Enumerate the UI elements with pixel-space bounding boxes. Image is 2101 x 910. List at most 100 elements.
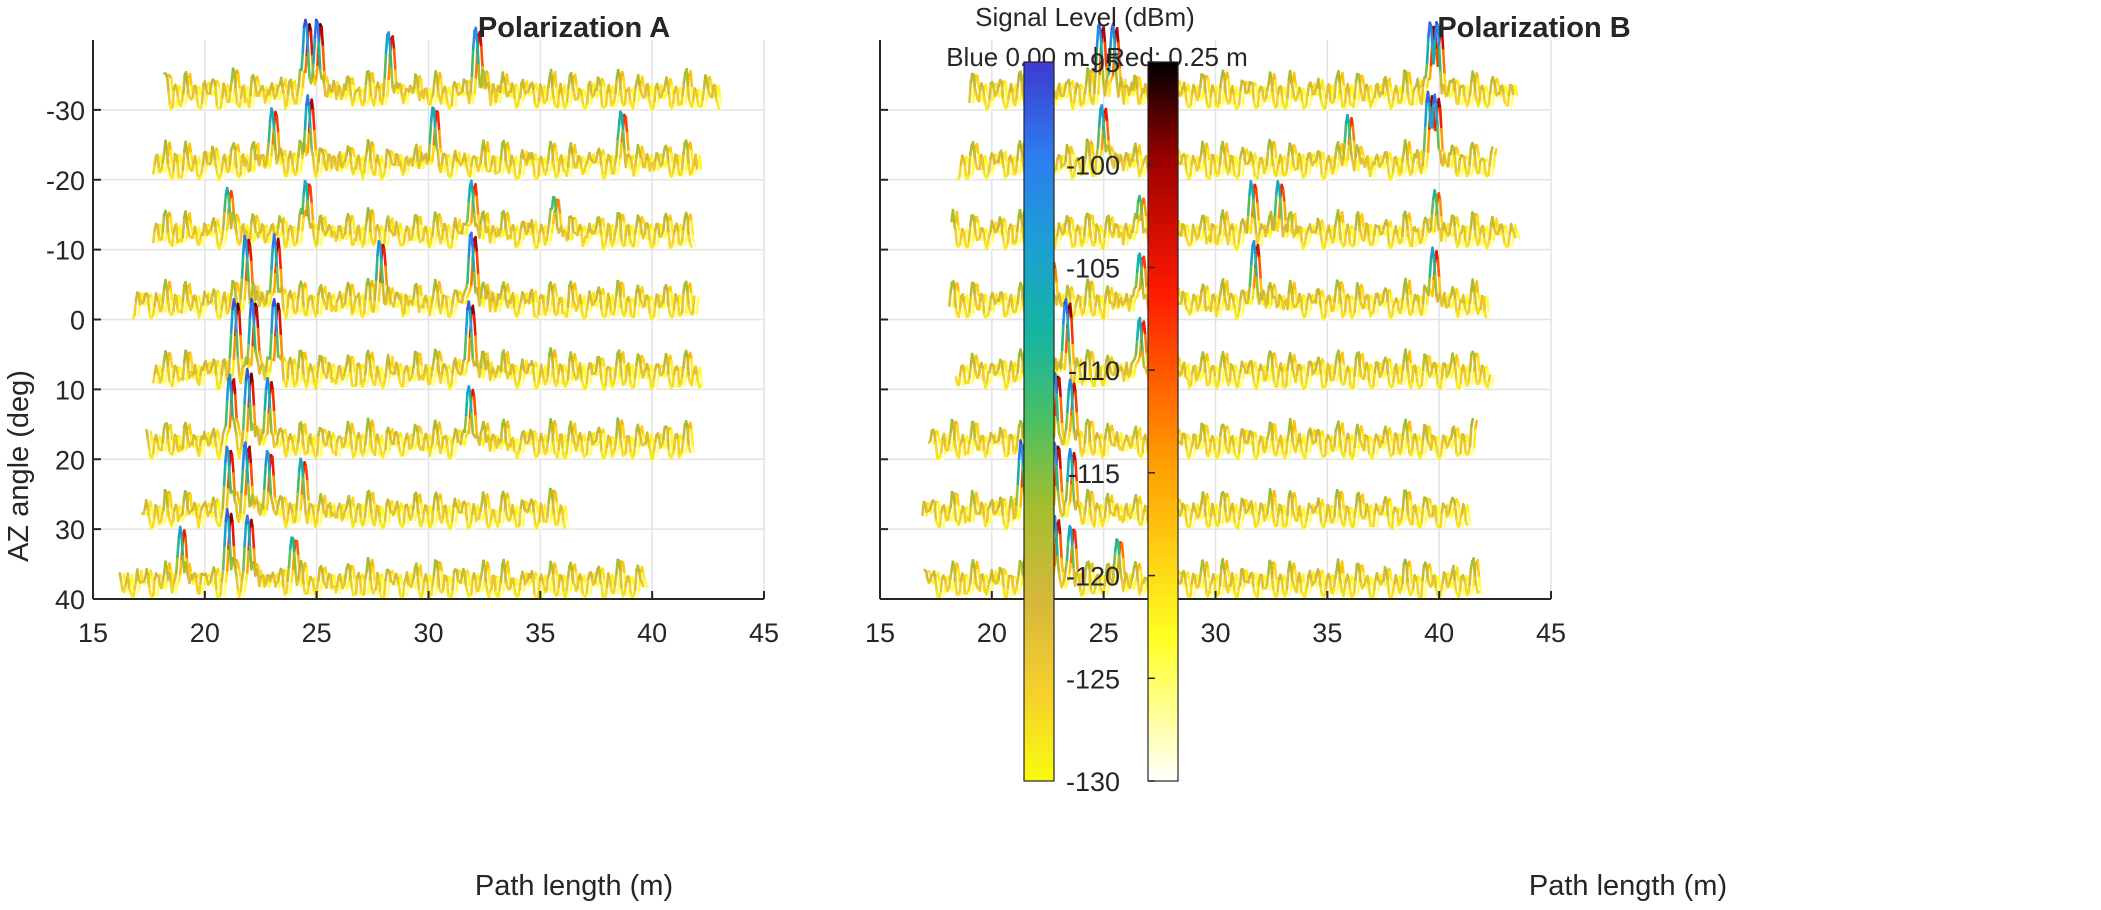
trace-segment	[191, 160, 195, 172]
panel-a-traces	[118, 18, 725, 600]
trace-segment	[185, 351, 190, 371]
trace-segment	[236, 283, 241, 295]
trace-segment	[537, 439, 542, 455]
trace-segment	[347, 75, 352, 87]
trace-segment	[566, 284, 571, 309]
trace-segment	[615, 212, 620, 229]
trace-segment	[680, 291, 685, 314]
trace-segment	[691, 295, 696, 315]
trace-segment	[325, 297, 330, 311]
trace-segment	[171, 88, 176, 109]
trace-segment	[415, 76, 420, 91]
trace-segment	[347, 356, 353, 374]
trace-segment	[225, 485, 230, 511]
trace-segment	[652, 303, 657, 318]
trace-segment	[682, 424, 687, 440]
trace-segment	[681, 81, 686, 97]
trace-segment	[431, 143, 436, 163]
trace-segment	[448, 227, 453, 241]
trace-segment	[387, 31, 392, 48]
trace-segment	[511, 436, 516, 453]
trace-segment	[489, 91, 494, 107]
trace-segment	[623, 89, 628, 105]
trace-segment	[306, 94, 311, 108]
trace-segment	[242, 84, 247, 104]
trace-segment	[234, 393, 238, 421]
trace-segment	[267, 369, 272, 382]
trace-segment	[320, 25, 325, 48]
trace-segment	[616, 123, 621, 141]
trace-segment	[354, 435, 359, 451]
trace-segment	[436, 90, 442, 101]
trace-segment	[546, 354, 551, 377]
trace-segment	[479, 68, 484, 89]
trace-segment	[193, 363, 198, 376]
trace-segment	[165, 353, 170, 370]
trace-segment	[534, 220, 539, 237]
trace-segment	[278, 248, 283, 272]
trace-segment	[469, 74, 474, 94]
trace-segment	[667, 94, 672, 108]
trace-segment	[166, 438, 171, 453]
trace-segment	[710, 84, 715, 99]
trace-segment	[406, 93, 411, 105]
trace-segment	[560, 91, 565, 102]
trace-segment	[164, 139, 169, 150]
trace-segment	[347, 216, 353, 237]
trace-segment	[242, 401, 246, 431]
trace-segment	[373, 161, 378, 176]
trace-segment	[248, 244, 253, 264]
trace-segment	[662, 286, 667, 304]
trace-segment	[684, 280, 689, 294]
trace-segment	[152, 437, 156, 455]
trace-segment	[288, 306, 293, 320]
trace-segment	[272, 333, 277, 362]
trace-segment	[319, 214, 324, 231]
trace-segment	[531, 301, 536, 318]
trace-segment	[682, 71, 687, 85]
trace-segment	[396, 365, 401, 379]
trace-segment	[680, 227, 685, 242]
trace-segment	[401, 443, 406, 457]
trace-segment	[272, 233, 277, 247]
trace-segment	[432, 305, 437, 317]
trace-segment	[470, 412, 475, 435]
trace-segment	[351, 148, 357, 160]
trace-segment	[372, 145, 377, 164]
trace-segment	[530, 288, 535, 304]
trace-segment	[428, 119, 433, 144]
trace-segment	[569, 142, 574, 155]
trace-segment	[482, 350, 487, 367]
trace-segment	[479, 350, 484, 369]
trace-segment	[686, 356, 691, 378]
trace-segment	[390, 355, 395, 371]
trace-segment	[652, 440, 657, 453]
trace-segment	[444, 155, 449, 168]
trace-segment	[167, 89, 172, 107]
trace-segment	[182, 73, 186, 95]
trace-segment	[425, 232, 430, 247]
trace-segment	[662, 361, 667, 373]
trace-segment	[518, 437, 523, 452]
trace-segment	[380, 94, 385, 106]
trace-segment	[369, 298, 374, 313]
trace-segment	[189, 493, 194, 513]
trace-segment	[451, 224, 456, 240]
trace-segment	[247, 377, 252, 406]
trace-segment	[296, 84, 301, 96]
trace-segment	[310, 60, 315, 80]
trace-segment	[435, 76, 440, 93]
trace-segment	[251, 94, 256, 109]
trace-segment	[315, 293, 320, 315]
trace-segment	[432, 107, 437, 130]
trace-segment	[219, 96, 224, 109]
trace-segment	[574, 289, 579, 303]
trace-segment	[384, 219, 389, 232]
trace-segment	[636, 444, 641, 457]
trace-segment	[546, 430, 551, 443]
trace-segment	[237, 73, 241, 91]
trace-segment	[617, 423, 622, 440]
trace-segment	[564, 155, 569, 168]
trace-segment	[570, 288, 575, 302]
trace-segment	[541, 294, 546, 308]
